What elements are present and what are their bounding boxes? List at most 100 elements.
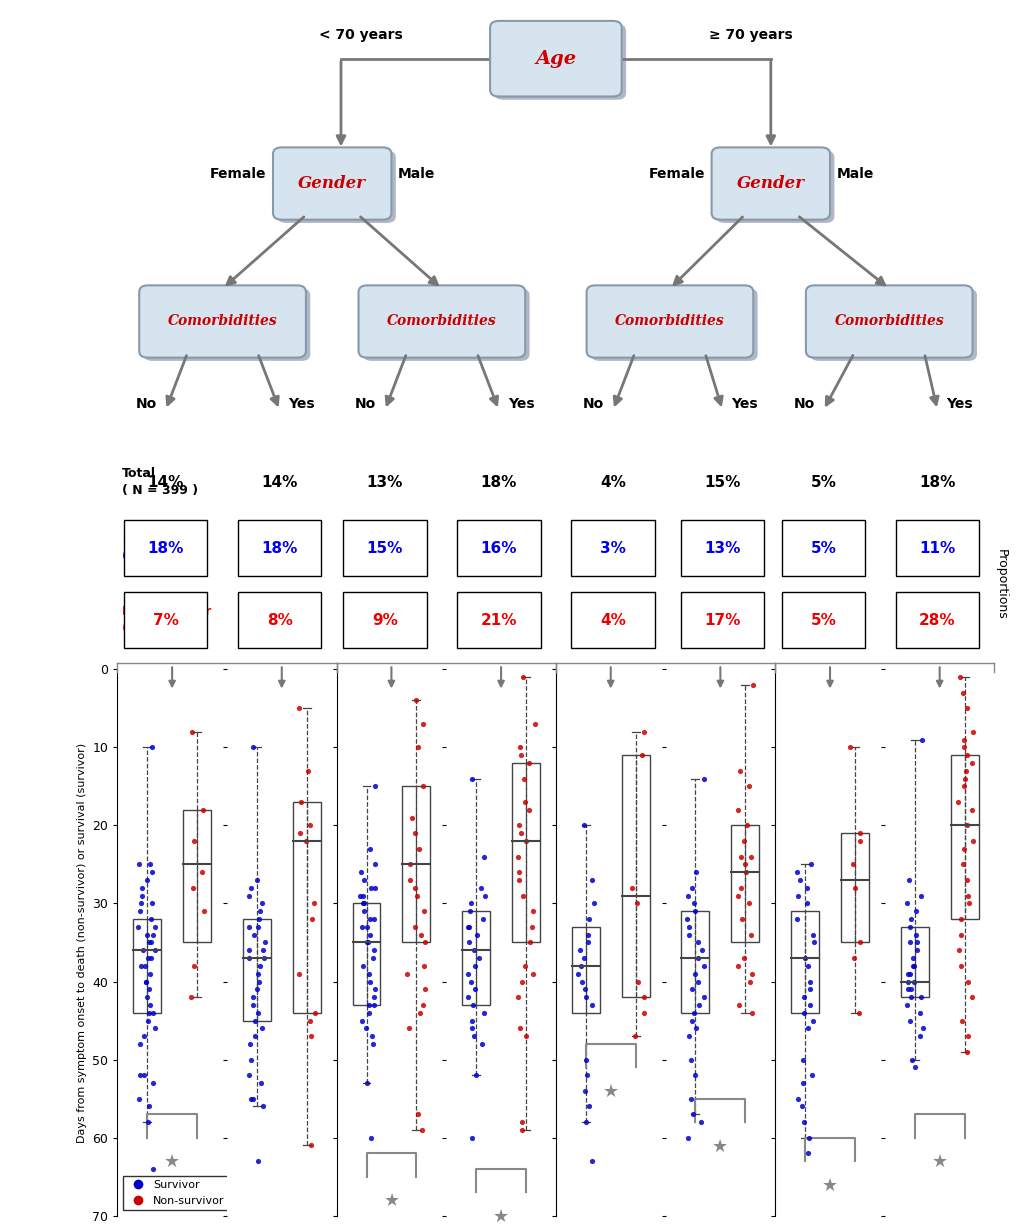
Point (364, 1034, 380, 1054)
Point (364, 948, 380, 968)
Point (963, 987, 979, 1007)
Bar (572, 927, 599, 1013)
Text: No: No (582, 397, 603, 410)
Text: 14%: 14% (261, 475, 298, 490)
Point (132, 1066, 149, 1086)
Point (240, 917, 257, 937)
Point (140, 1011, 156, 1030)
Point (140, 1113, 156, 1132)
Point (685, 1104, 701, 1124)
FancyBboxPatch shape (123, 592, 207, 648)
Point (521, 753, 537, 772)
Point (133, 878, 150, 898)
Point (366, 995, 382, 1014)
Text: ★: ★ (164, 1153, 180, 1172)
Point (141, 980, 157, 1000)
FancyBboxPatch shape (590, 289, 757, 361)
Point (628, 894, 644, 914)
Point (905, 957, 921, 976)
Point (143, 909, 159, 928)
Text: ★: ★ (821, 1176, 838, 1195)
Point (249, 871, 265, 890)
Point (575, 948, 591, 968)
Point (908, 933, 924, 953)
Point (958, 745, 974, 765)
Point (251, 971, 267, 991)
Point (466, 1027, 482, 1046)
Point (513, 745, 529, 765)
Text: 15%: 15% (366, 540, 403, 555)
Bar (950, 755, 977, 919)
Point (407, 917, 423, 937)
Point (949, 792, 965, 812)
Point (147, 941, 163, 960)
Point (186, 831, 203, 851)
Point (355, 957, 371, 976)
Text: Female: Female (648, 167, 704, 181)
Point (414, 713, 430, 733)
Point (906, 1057, 922, 1077)
Point (903, 987, 919, 1007)
Text: Gender: Gender (736, 176, 804, 192)
Point (460, 917, 476, 937)
Point (954, 855, 970, 874)
Text: Yes: Yes (946, 397, 972, 410)
FancyBboxPatch shape (571, 521, 654, 576)
Point (522, 933, 538, 953)
Point (255, 941, 271, 960)
Point (952, 925, 968, 944)
Point (902, 909, 918, 928)
Point (467, 980, 483, 1000)
Point (409, 885, 425, 905)
Point (464, 1011, 480, 1030)
Point (736, 948, 752, 968)
Point (850, 1003, 866, 1023)
Point (575, 815, 591, 835)
Point (846, 878, 862, 898)
Point (131, 1034, 148, 1054)
Point (354, 917, 370, 937)
Point (733, 909, 749, 928)
Point (306, 894, 322, 914)
Point (953, 1011, 969, 1030)
Point (356, 901, 372, 921)
FancyBboxPatch shape (715, 151, 834, 223)
Point (804, 1011, 820, 1030)
Point (133, 885, 150, 905)
Point (738, 862, 754, 882)
Point (361, 995, 377, 1014)
Bar (791, 911, 818, 1013)
Point (578, 1050, 594, 1070)
Text: 5%: 5% (810, 475, 836, 490)
Point (365, 941, 381, 960)
Point (365, 987, 381, 1007)
Point (690, 995, 706, 1014)
Point (957, 761, 973, 781)
Text: 4%: 4% (599, 613, 626, 628)
Point (732, 847, 748, 867)
Point (145, 1003, 161, 1023)
Point (417, 933, 433, 953)
Point (410, 738, 426, 758)
Point (416, 957, 432, 976)
Point (367, 855, 383, 874)
Point (738, 815, 754, 835)
Point (800, 1018, 816, 1038)
Point (240, 941, 257, 960)
Bar (243, 919, 271, 1020)
Bar (841, 833, 868, 943)
Point (352, 885, 368, 905)
Point (518, 1027, 534, 1046)
Point (144, 738, 160, 758)
Point (514, 1113, 530, 1132)
FancyBboxPatch shape (571, 592, 654, 648)
Text: Comorbidities: Comorbidities (614, 314, 725, 329)
Point (513, 823, 529, 842)
FancyBboxPatch shape (681, 592, 763, 648)
Point (518, 831, 534, 851)
Point (414, 1120, 430, 1140)
Text: ★: ★ (930, 1153, 947, 1172)
Point (732, 761, 748, 781)
FancyBboxPatch shape (123, 521, 207, 576)
Text: 9%: 9% (372, 613, 397, 628)
